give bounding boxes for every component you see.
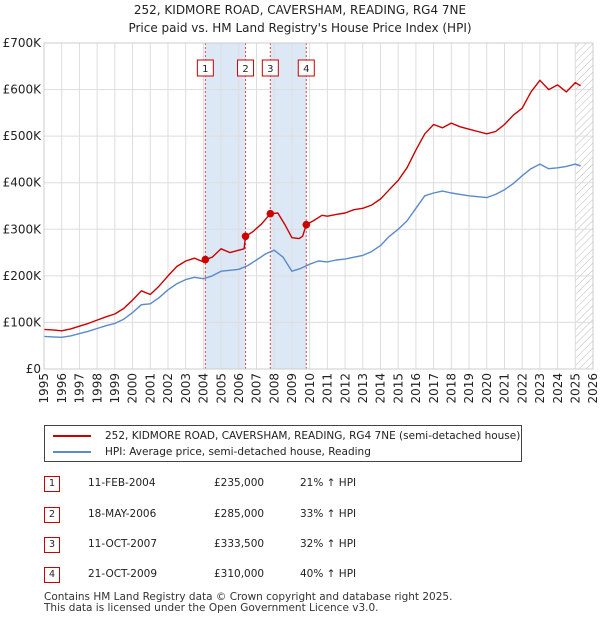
sale-hpi-change: 40% ↑ HPI [300,568,357,580]
x-tick-label: 2014 [374,373,388,404]
x-tick-label: 2026 [586,373,600,404]
legend-label-hpi: HPI: Average price, semi-detached house,… [105,446,371,458]
property-price-line [43,79,581,332]
x-tick-label: 2004 [197,373,211,404]
sale-row-1: 1 11-FEB-2004 £235,000 21% ↑ HPI [44,476,504,492]
sale-marker-label: 2 [242,64,248,75]
sale-date: 11-FEB-2004 [88,477,156,489]
x-tick-label: 2002 [161,373,175,404]
sale-period-shade [205,43,246,369]
sale-point [266,209,275,218]
sale-price: £285,000 [214,508,265,520]
sale-row-4: 4 21-OCT-2009 £310,000 40% ↑ HPI [44,567,504,583]
chart-subtitle: Price paid vs. HM Land Registry's House … [128,21,472,35]
sale-number-badge: 1 [44,476,60,492]
sale-marker-box [196,59,214,77]
x-tick-label: 2011 [321,373,335,404]
x-tick-label: 2025 [568,373,582,404]
sale-number-badge: 3 [44,537,60,553]
sale-number-badge: 2 [44,507,60,523]
y-tick-label: £300K [3,222,43,236]
x-tick-label: 2021 [498,373,512,404]
y-tick-label: £100K [3,315,43,329]
x-tick-label: 2019 [462,373,476,404]
x-tick-label: 2003 [179,373,193,404]
x-tick-label: 2012 [338,373,352,404]
sale-marker-label: 1 [202,64,208,75]
y-tick-label: £400K [3,176,43,190]
y-tick-label: £0 [26,362,41,376]
sale-marker-label: 4 [303,64,309,75]
legend-swatch-hpi [53,451,91,453]
x-tick-label: 2010 [303,373,317,404]
sale-marker-label: 3 [267,64,273,75]
x-tick-label: 2015 [391,373,405,404]
x-tick-label: 2017 [427,373,441,404]
sale-price: £235,000 [214,477,265,489]
footer-copyright: Contains HM Land Registry data © Crown c… [44,591,453,603]
sale-number-badge: 4 [44,567,60,583]
sale-date: 21-OCT-2009 [88,568,157,580]
sale-hpi-change: 32% ↑ HPI [300,538,357,550]
x-tick-label: 2000 [126,373,140,404]
sale-price: £310,000 [214,568,265,580]
chart-title: 252, KIDMORE ROAD, CAVERSHAM, READING, R… [133,3,467,17]
sale-marker-box [261,59,279,77]
sale-row-2: 2 18-MAY-2006 £285,000 33% ↑ HPI [44,507,504,523]
sale-point [302,220,311,229]
sale-point [201,255,210,264]
sale-point [241,232,250,241]
x-tick-label: 2008 [267,373,281,404]
x-tick-label: 1999 [108,373,122,404]
x-tick-label: 2018 [445,373,459,404]
x-tick-label: 2024 [551,373,565,404]
x-tick-label: 2007 [250,373,264,404]
x-tick-label: 2020 [480,373,494,404]
sale-date: 11-OCT-2007 [88,538,157,550]
x-tick-label: 1998 [90,373,104,404]
plot-border [43,42,594,370]
plot-area [44,43,593,369]
sale-date: 18-MAY-2006 [88,508,157,520]
x-tick-label: 2016 [409,373,423,404]
x-tick-label: 2001 [143,373,157,404]
legend-item-hpi: HPI: Average price, semi-detached house,… [53,446,371,458]
legend-swatch-property [53,435,91,437]
sale-hpi-change: 21% ↑ HPI [300,477,357,489]
sale-period-shade [270,43,307,369]
price-chart: 1 2 3 4 £0 £100K £200K £300K £400K £500K £600K £700… [3,36,600,404]
y-tick-label: £200K [3,269,43,283]
y-tick-label: £700K [3,36,43,50]
x-tick-label: 2013 [356,373,370,404]
chart-legend: 252, KIDMORE ROAD, CAVERSHAM, READING, R… [44,425,522,462]
footer-licence: This data is licensed under the Open Gov… [44,602,379,614]
sale-price: £333,500 [214,538,265,550]
legend-label-property: 252, KIDMORE ROAD, CAVERSHAM, READING, R… [105,430,521,442]
legend-item-property: 252, KIDMORE ROAD, CAVERSHAM, READING, R… [53,430,520,442]
sale-hpi-change: 33% ↑ HPI [300,508,357,520]
y-tick-label: £500K [3,129,43,143]
x-tick-label: 2005 [214,373,228,404]
x-tick-label: 2006 [232,373,246,404]
x-tick-label: 2009 [285,373,299,404]
sale-row-3: 3 11-OCT-2007 £333,500 32% ↑ HPI [44,537,504,553]
x-tick-label: 1995 [37,373,51,404]
x-tick-label: 2023 [533,373,547,404]
x-tick-label: 1997 [73,373,87,404]
sale-marker-box [237,59,255,77]
x-tick-label: 1996 [55,373,69,404]
x-tick-label: 2022 [515,373,529,404]
y-tick-label: £600K [3,83,43,97]
forecast-hatch [575,43,593,369]
hpi-line [43,163,581,338]
sale-marker-box [297,59,315,77]
